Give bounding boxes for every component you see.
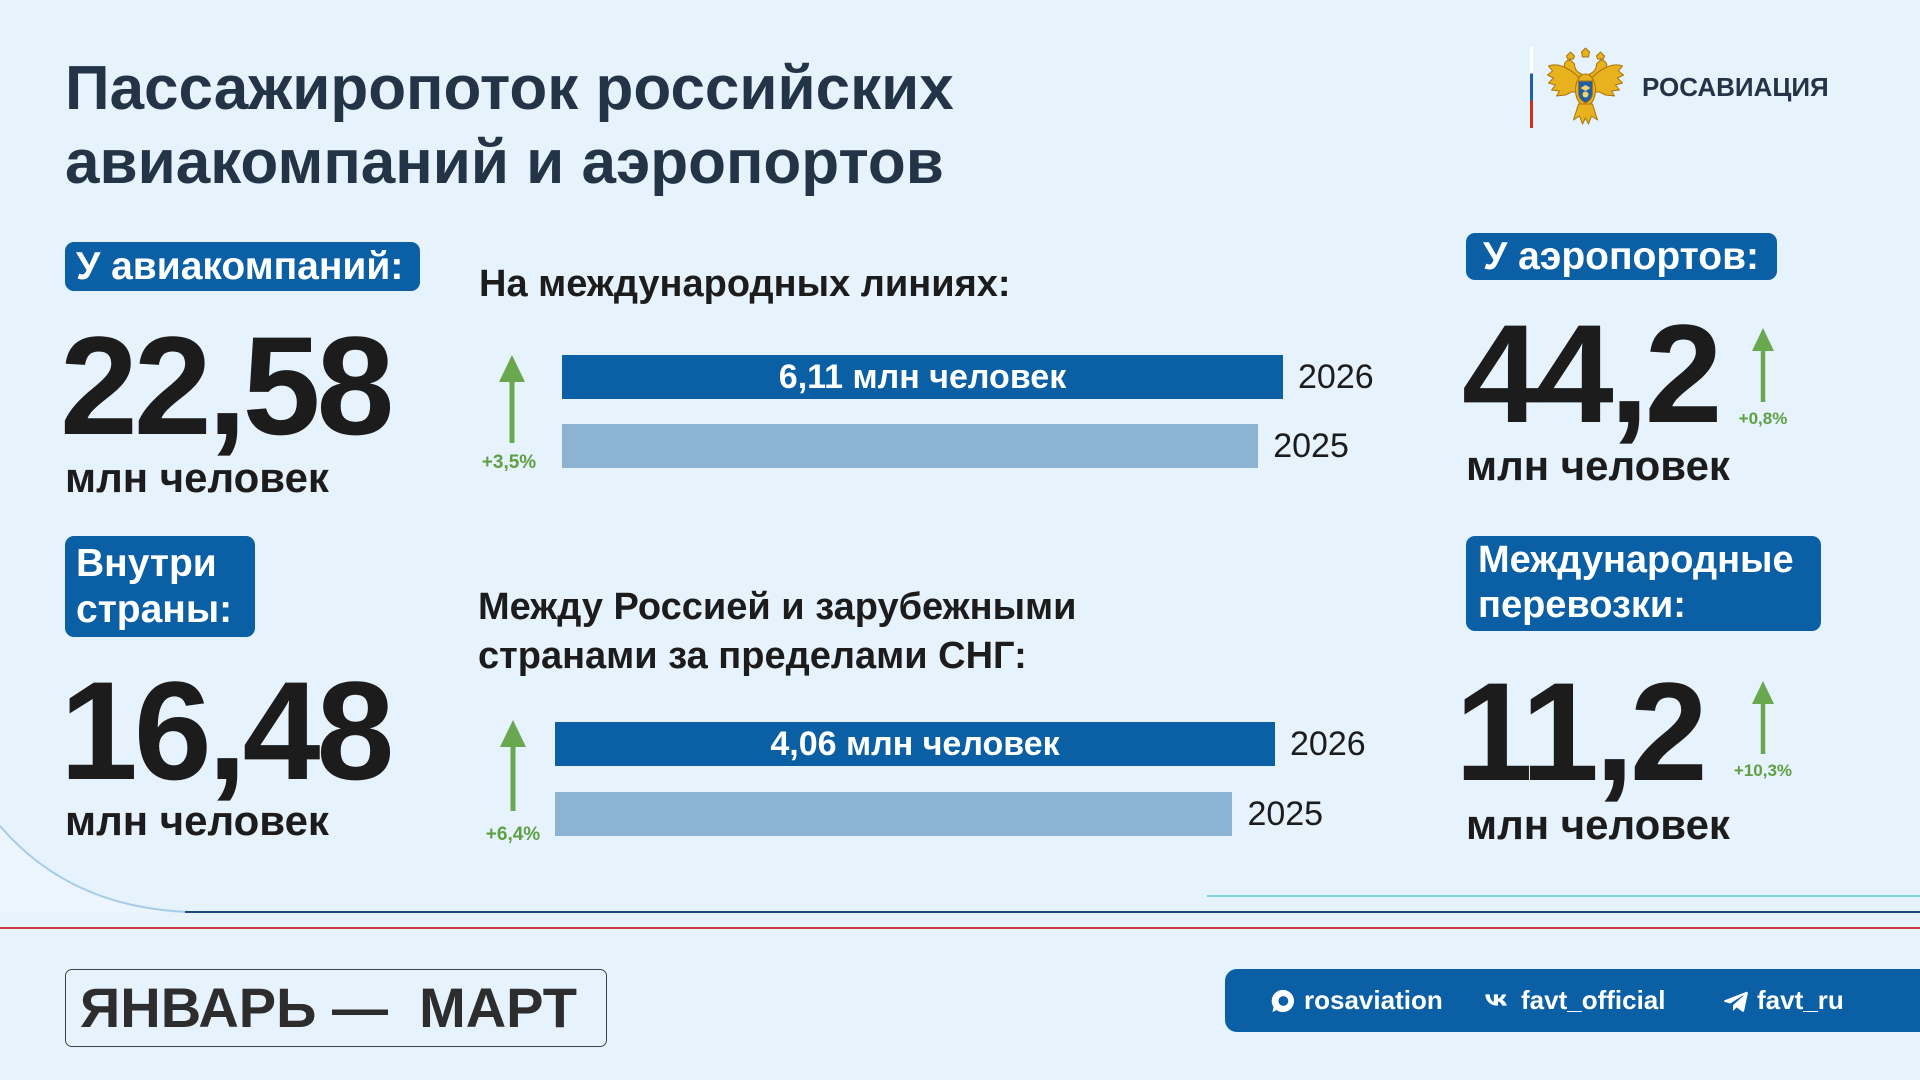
chart-international: 6,11 млн человек 2026 2025 bbox=[562, 355, 1382, 471]
up-arrow-icon bbox=[499, 355, 525, 443]
up-arrow-icon bbox=[1752, 328, 1774, 402]
bar-value-label: 6,11 млн человек bbox=[778, 357, 1067, 396]
brand-name: РОСАВИАЦИЯ bbox=[1642, 72, 1829, 102]
category-label-2025: 2025 bbox=[1247, 795, 1324, 833]
chart-non-cis-change-label: +6,4% bbox=[485, 824, 541, 845]
airports-unit: млн человек bbox=[1466, 442, 1730, 489]
divider-line-red bbox=[0, 927, 1920, 929]
international-badge: Международные перевозки: bbox=[1466, 536, 1821, 631]
page-title-line-2: авиакомпаний и аэропортов bbox=[65, 128, 944, 197]
bar-2025 bbox=[562, 424, 1259, 468]
airlines-badge: У авиакомпаний: bbox=[65, 242, 420, 291]
domestic-badge-line-2: страны: bbox=[76, 588, 233, 631]
bar-row-2025: 2025 bbox=[555, 792, 1323, 836]
vk-icon bbox=[1485, 993, 1507, 1006]
up-arrow-icon bbox=[500, 720, 526, 811]
domestic-value: 16,48 bbox=[60, 652, 394, 809]
social-links-bar: rosaviation favt_official favt_ru bbox=[1225, 969, 1920, 1032]
chart-title-line-2: странами за пределами СНГ: bbox=[478, 635, 1027, 677]
domestic-badge-line-1: Внутри bbox=[76, 542, 217, 585]
bar-value-label: 4,06 млн человек bbox=[770, 724, 1060, 763]
chart-non-cis: 4,06 млн человек 2026 2025 bbox=[555, 722, 1375, 838]
chart-non-cis-title: Между Россией и зарубежными странами за … bbox=[478, 583, 1077, 681]
bar-row-2026: 6,11 млн человек 2026 bbox=[562, 355, 1374, 399]
max-messenger-icon bbox=[1271, 989, 1295, 1012]
chart-title-line-1: На международных линиях: bbox=[479, 263, 1011, 305]
international-change-label: +10,3% bbox=[1733, 761, 1793, 780]
chart-international-change-label: +3,5% bbox=[481, 452, 537, 473]
international-badge-line-2: перевозки: bbox=[1478, 584, 1686, 626]
airlines-value: 22,58 bbox=[60, 307, 394, 464]
airports-change-label: +0,8% bbox=[1738, 409, 1788, 428]
bar-row-2026: 4,06 млн человек 2026 bbox=[555, 722, 1366, 766]
telegram-icon bbox=[1723, 991, 1748, 1012]
chart-international-title: На международных линиях: bbox=[479, 261, 1011, 307]
up-arrow-icon bbox=[1752, 681, 1774, 754]
international-badge-line-1: Международные bbox=[1478, 539, 1794, 581]
tricolor-stripe bbox=[1530, 47, 1533, 128]
international-unit: млн человек bbox=[1466, 801, 1730, 848]
divider-line-cyan bbox=[1207, 895, 1920, 897]
category-label-2025: 2025 bbox=[1273, 427, 1349, 465]
category-label-2026: 2026 bbox=[1290, 725, 1366, 763]
airports-value: 44,2 bbox=[1462, 295, 1722, 452]
social-link-max[interactable]: rosaviation bbox=[1269, 969, 1443, 1032]
social-link-telegram[interactable]: favt_ru bbox=[1722, 969, 1844, 1032]
emblem-icon bbox=[1545, 47, 1626, 127]
bar-2026: 6,11 млн человек bbox=[562, 355, 1283, 399]
category-label-2026: 2026 bbox=[1298, 358, 1374, 396]
page-title-line-1: Пассажиропоток российских bbox=[65, 54, 954, 123]
social-handle: rosaviation bbox=[1304, 985, 1443, 1015]
bar-2026: 4,06 млн человек bbox=[555, 722, 1275, 766]
chart-title-line-1: Между Россией и зарубежными bbox=[478, 586, 1077, 628]
period-label: ЯНВАРЬ — МАРТ bbox=[65, 969, 607, 1047]
decorative-curve bbox=[0, 825, 190, 913]
social-handle: favt_official bbox=[1521, 985, 1666, 1015]
airlines-unit: млн человек bbox=[65, 454, 329, 501]
domestic-unit: млн человек bbox=[65, 797, 329, 844]
airports-badge: У аэропортов: bbox=[1466, 233, 1777, 280]
bar-2025 bbox=[555, 792, 1233, 836]
bar-row-2025: 2025 bbox=[562, 424, 1349, 468]
social-handle: favt_ru bbox=[1757, 985, 1844, 1015]
international-value: 11,2 bbox=[1455, 653, 1708, 810]
page-title: Пассажиропоток российских авиакомпаний и… bbox=[65, 52, 954, 200]
social-link-vk[interactable]: favt_official bbox=[1482, 969, 1666, 1032]
domestic-badge: Внутри страны: bbox=[65, 536, 255, 637]
divider-line-navy bbox=[185, 911, 1920, 913]
